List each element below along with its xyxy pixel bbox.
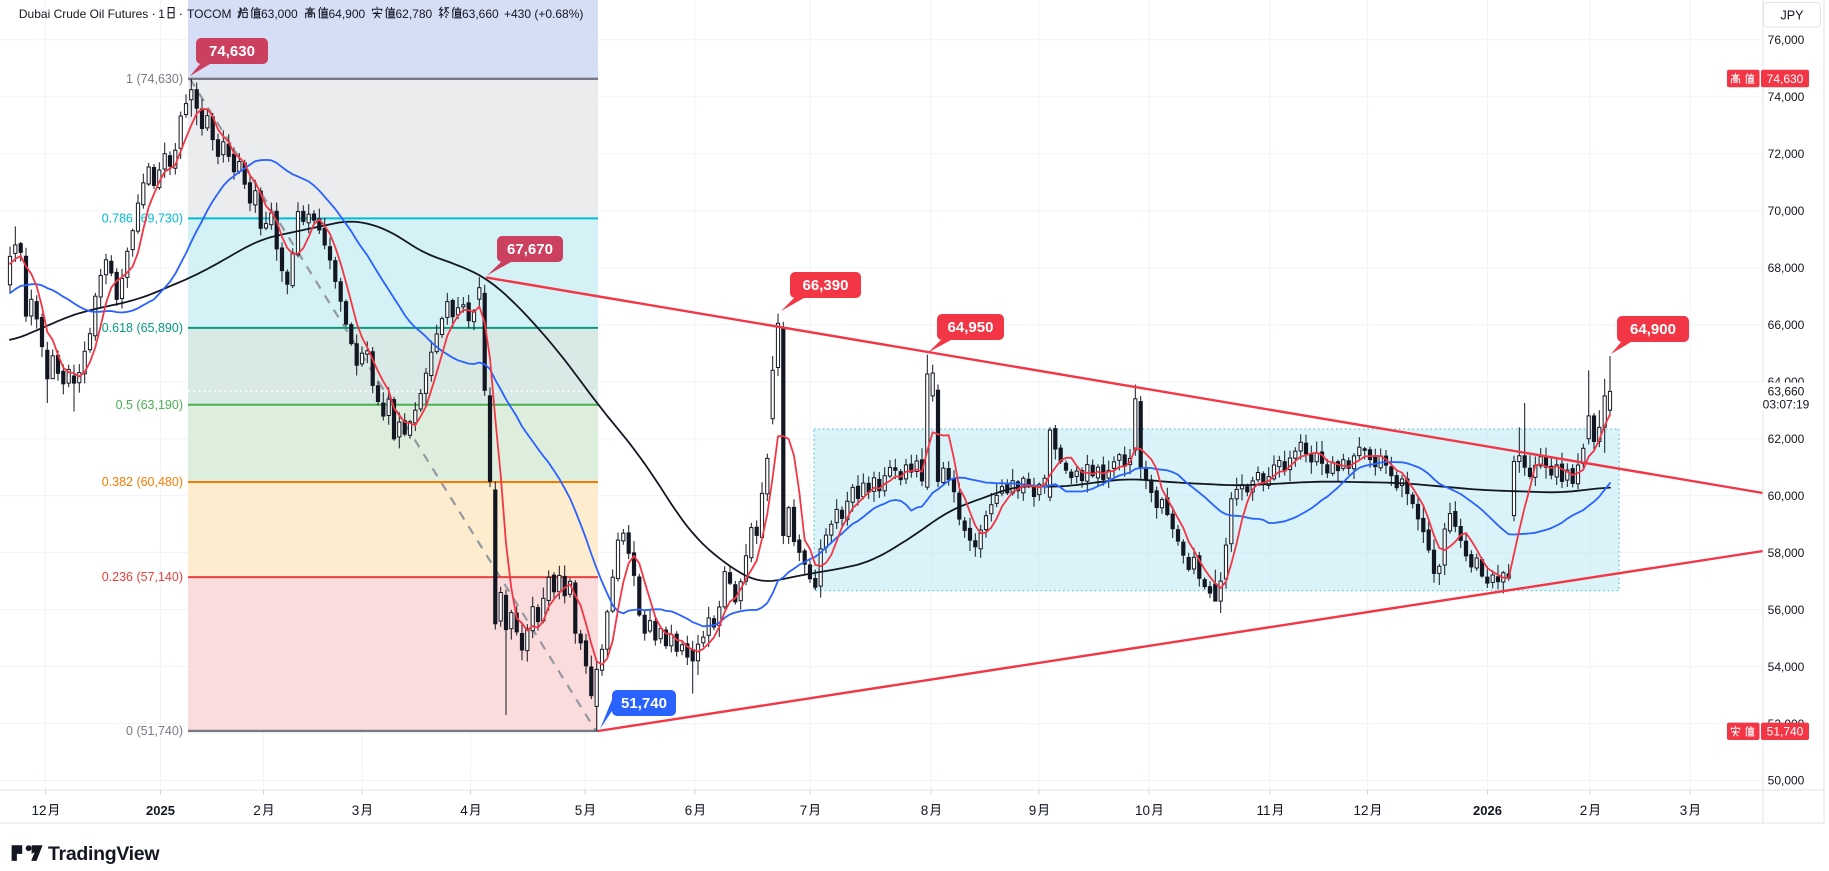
- svg-text:76,000: 76,000: [1768, 33, 1805, 47]
- svg-text:66,390: 66,390: [803, 277, 849, 294]
- svg-text:TOCOM: TOCOM: [187, 7, 231, 21]
- svg-text:74,630: 74,630: [209, 43, 255, 60]
- svg-text:72,000: 72,000: [1768, 147, 1805, 161]
- svg-text:0.5 (63,190): 0.5 (63,190): [116, 398, 183, 412]
- svg-text:54,000: 54,000: [1768, 660, 1805, 674]
- svg-text:TradingView: TradingView: [48, 843, 160, 865]
- svg-text:64,900: 64,900: [1630, 321, 1676, 338]
- svg-text:3: 3: [1680, 803, 1688, 818]
- svg-text:2: 2: [1580, 803, 1588, 818]
- svg-text:10: 10: [1135, 803, 1150, 818]
- svg-text:9: 9: [1029, 803, 1037, 818]
- svg-text:66,000: 66,000: [1768, 318, 1805, 332]
- svg-text:50,000: 50,000: [1768, 774, 1805, 788]
- svg-text:5: 5: [575, 803, 583, 818]
- svg-text:58,000: 58,000: [1768, 546, 1805, 560]
- svg-text:1 (74,630): 1 (74,630): [126, 72, 183, 86]
- svg-text:03:07:19: 03:07:19: [1763, 397, 1810, 411]
- svg-text:+430 (+0.68%): +430 (+0.68%): [504, 7, 583, 21]
- svg-text:2: 2: [253, 803, 261, 818]
- svg-text:12: 12: [1354, 803, 1369, 818]
- svg-text:56,000: 56,000: [1768, 603, 1805, 617]
- svg-text:60,000: 60,000: [1768, 489, 1805, 503]
- svg-text:51,740: 51,740: [1767, 725, 1804, 739]
- svg-text:0.786 (69,730): 0.786 (69,730): [102, 211, 183, 225]
- svg-text:51,740: 51,740: [621, 695, 667, 712]
- svg-text:63,660: 63,660: [1768, 384, 1805, 398]
- svg-text:63,000: 63,000: [261, 7, 298, 21]
- svg-text:70,000: 70,000: [1768, 204, 1805, 218]
- svg-text:JPY: JPY: [1781, 8, 1805, 22]
- svg-text:6: 6: [685, 803, 693, 818]
- svg-text:62,780: 62,780: [396, 7, 433, 21]
- svg-text:0.382 (60,480): 0.382 (60,480): [102, 475, 183, 489]
- svg-text:4: 4: [460, 803, 468, 818]
- svg-text:0.236 (57,140): 0.236 (57,140): [102, 570, 183, 584]
- svg-text:2025: 2025: [146, 803, 175, 818]
- svg-text:1: 1: [158, 7, 165, 21]
- svg-text:74,630: 74,630: [1767, 72, 1804, 86]
- svg-text:12: 12: [32, 803, 47, 818]
- svg-text:7: 7: [800, 803, 808, 818]
- svg-text:Dubai Crude Oil Futures: Dubai Crude Oil Futures: [19, 7, 148, 21]
- svg-text:0 (51,740): 0 (51,740): [126, 724, 183, 738]
- svg-text:0.618 (65,890): 0.618 (65,890): [102, 321, 183, 335]
- svg-text:67,670: 67,670: [507, 241, 553, 258]
- svg-text:8: 8: [921, 803, 929, 818]
- svg-text:·: ·: [152, 6, 156, 21]
- svg-text:74,000: 74,000: [1768, 90, 1805, 104]
- svg-text:64,900: 64,900: [329, 7, 366, 21]
- svg-text:11: 11: [1257, 803, 1271, 818]
- svg-text:3: 3: [352, 803, 360, 818]
- svg-text:64,950: 64,950: [948, 319, 994, 336]
- svg-text:2026: 2026: [1473, 803, 1502, 818]
- svg-text:·: ·: [179, 6, 183, 21]
- svg-text:68,000: 68,000: [1768, 261, 1805, 275]
- svg-text:62,000: 62,000: [1768, 432, 1805, 446]
- svg-text:63,660: 63,660: [462, 7, 499, 21]
